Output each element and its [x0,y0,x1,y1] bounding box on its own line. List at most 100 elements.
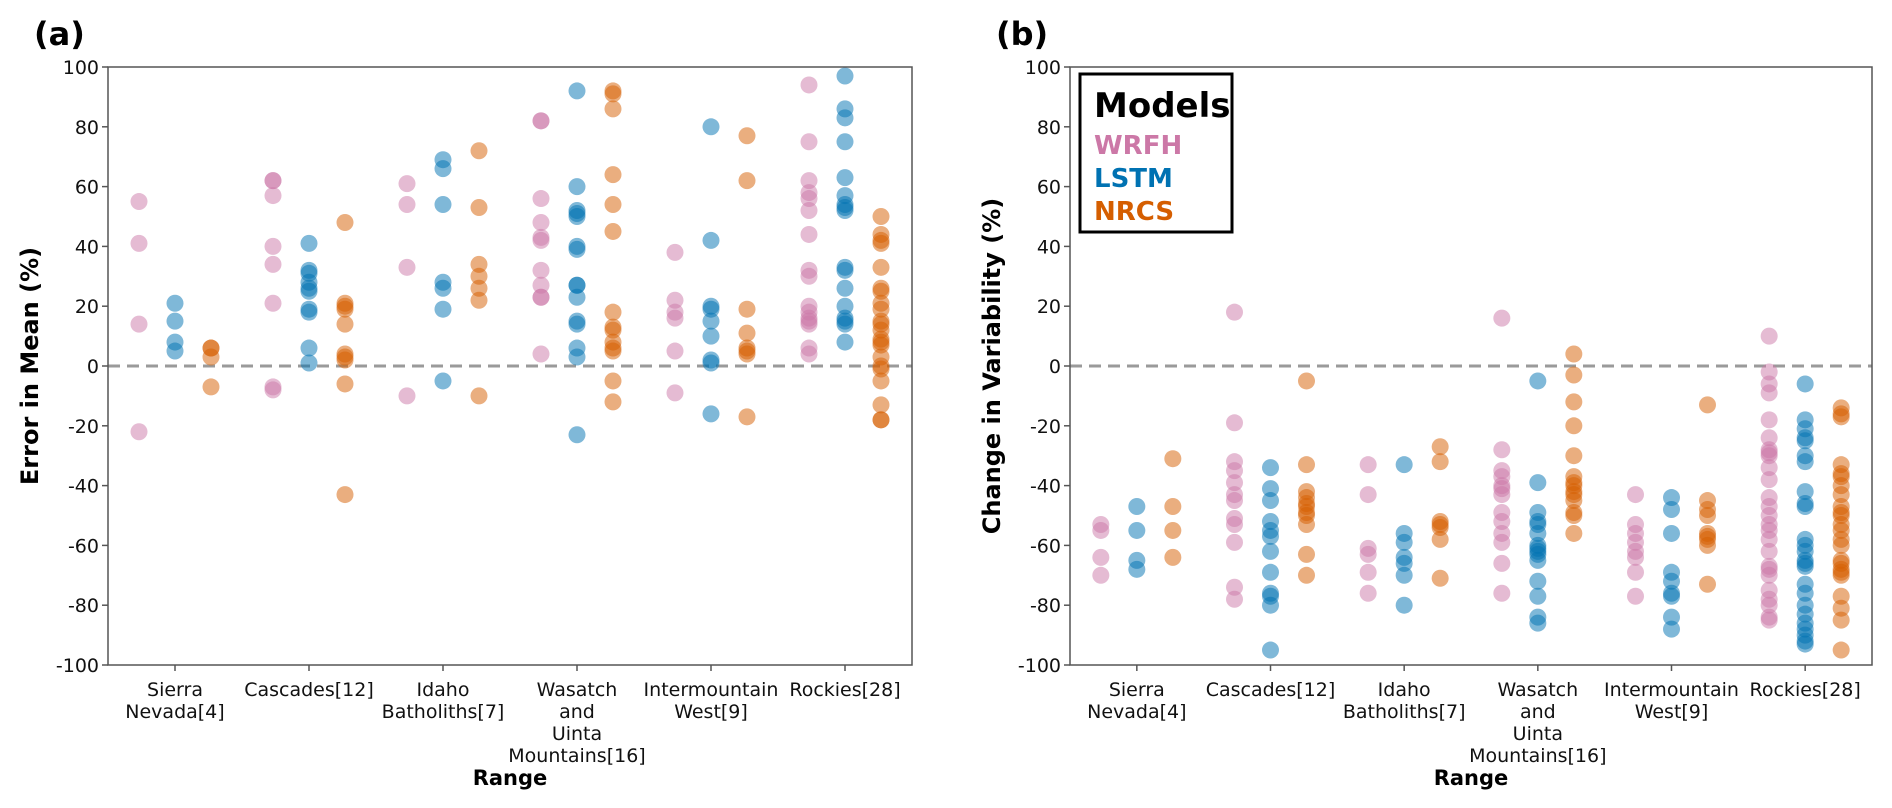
x-tick-label-line: and [559,701,595,723]
y-tick-label: -60 [1030,535,1061,557]
series-wrfh [1092,303,1778,629]
x-tick-label: Idaho Batholiths[7] [382,679,505,723]
data-point [1760,411,1778,429]
data-point [1529,524,1547,542]
data-point [872,208,890,225]
data-point [1092,548,1110,566]
x-tick-label: Rockies[28] [789,679,900,701]
data-point [1529,614,1547,632]
data-point [568,348,586,366]
data-point [1832,486,1850,504]
data-point [1262,459,1279,477]
legend-box [1078,72,1234,234]
data-point [1226,515,1243,533]
data-point [872,396,890,414]
data-point [1226,590,1243,608]
data-point [836,202,854,220]
data-point [1359,584,1377,602]
data-point [336,300,354,318]
data-point [532,231,550,249]
data-point [1565,345,1583,363]
data-point [264,187,282,205]
data-point [264,381,282,399]
x-tick-label-line: Rockies[28] [789,679,900,701]
data-point [836,333,854,351]
data-point [1565,393,1583,411]
data-point [1164,521,1182,539]
data-point [1663,501,1680,519]
data-point [1760,471,1778,489]
data-point [1832,587,1850,605]
data-point [1529,372,1547,390]
legend-item-lstm: LSTM [1094,164,1173,194]
y-tick-label: 100 [1025,57,1061,79]
data-point [666,342,684,360]
data-point [1359,456,1377,474]
data-point [336,315,354,333]
data-point [1092,521,1110,539]
x-tick-label-line: Nevada[4] [125,701,224,723]
data-point [872,282,890,300]
x-tick-label: Cascades[12] [1206,679,1336,701]
x-tick-label-line: West[9] [674,701,748,723]
data-point [1262,492,1279,510]
x-tick-label-line: Idaho [1378,679,1431,701]
data-point [300,282,318,300]
x-tick-label-line: Nevada[4] [1087,701,1186,723]
data-point [872,372,890,390]
data-point [738,345,756,363]
y-tick-label: 80 [75,117,99,139]
data-point [336,375,354,393]
data-point [1760,566,1778,584]
data-point [1431,518,1449,536]
data-point [1226,474,1243,492]
y-tick-label: -40 [68,476,99,498]
data-point [1262,480,1279,498]
data-point [872,258,890,276]
data-point [1359,563,1377,581]
data-point [532,190,550,208]
data-point [1298,515,1315,533]
data-point [568,178,586,196]
x-tick-label: Sierra Nevada[4] [125,679,224,723]
data-point [1565,492,1583,510]
data-point [434,196,452,214]
y-tick-label: 60 [1037,177,1061,199]
data-point [1627,548,1644,566]
data-point [1565,447,1583,465]
y-tick-label: -100 [1018,655,1061,677]
data-point [1663,489,1680,507]
data-point [702,300,720,318]
data-point [1760,542,1778,560]
data-point [300,339,318,357]
data-point [1760,530,1778,548]
data-point [604,100,622,118]
y-tick-label: 20 [75,296,99,318]
x-tick-label-line: Cascades[12] [244,679,374,701]
data-point [1565,366,1583,384]
data-point [1298,566,1315,584]
x-tick-label-line: Batholiths[7] [1343,701,1466,723]
data-point [434,300,452,318]
data-point [568,426,586,444]
data-point [1262,596,1279,614]
data-point [1832,408,1850,426]
x-axis-label: Range [473,766,548,790]
y-tick-label: -20 [1030,416,1061,438]
series-nrcs [1164,345,1850,659]
data-point [1796,483,1814,501]
data-point [1226,414,1243,432]
y-tick-label: -60 [68,535,99,557]
data-point [264,255,282,273]
data-point [1128,521,1146,539]
data-point [738,127,756,145]
data-point [1395,566,1413,584]
y-tick-label: -80 [68,595,99,617]
data-point [1298,456,1315,474]
panel-b: (b) -100 -80 -60 -40 -20 0 20 40 60 80 100 Sierra Nev… [978,15,1873,790]
data-point [1663,620,1680,638]
data-point [800,133,818,151]
y-tick-label: -80 [1030,595,1061,617]
data-point [1395,456,1413,474]
data-point [738,324,756,342]
